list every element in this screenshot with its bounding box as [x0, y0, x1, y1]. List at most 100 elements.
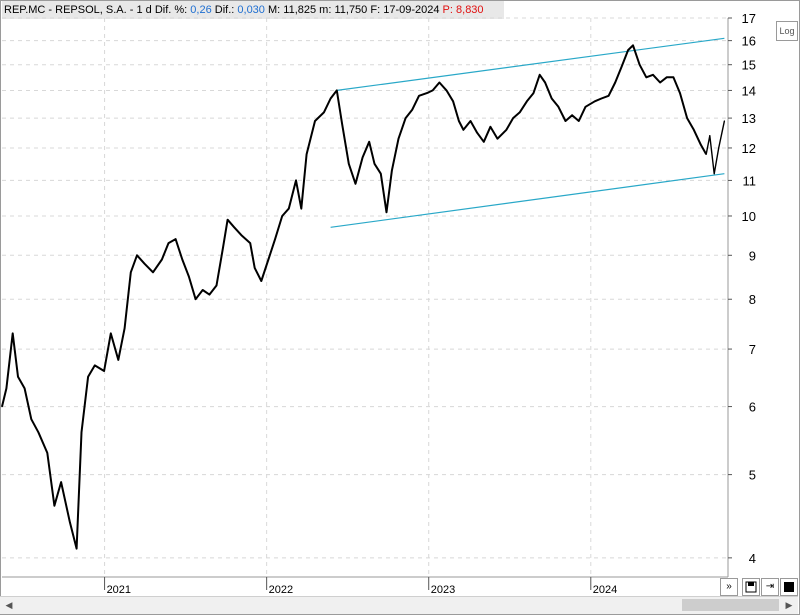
price-point — [462, 129, 464, 131]
price-point — [288, 208, 290, 210]
price-point — [181, 258, 183, 261]
y-tick-label: 13 — [742, 111, 756, 126]
price-point — [306, 153, 308, 155]
price-point — [438, 81, 440, 84]
price-point — [496, 138, 499, 140]
price-point — [584, 106, 587, 108]
price-point — [5, 387, 7, 389]
price-point — [222, 246, 224, 248]
price-label: P: — [442, 4, 453, 16]
price-point — [458, 120, 460, 122]
pin-button[interactable]: ⇥ — [761, 578, 779, 596]
y-tick-label: 12 — [742, 141, 756, 156]
price-point — [512, 117, 514, 119]
y-tick-label: 5 — [749, 468, 756, 483]
y-tick-label: 6 — [749, 400, 756, 415]
color-button[interactable] — [780, 578, 798, 596]
price-point — [323, 111, 325, 113]
y-tick-label: 15 — [742, 58, 756, 73]
zoom-button[interactable]: » — [720, 578, 738, 596]
price-point — [295, 179, 297, 181]
price-point — [354, 183, 357, 185]
price-point — [445, 89, 448, 91]
price-point — [161, 258, 163, 261]
save-button[interactable] — [742, 578, 760, 596]
price-series-line — [1, 44, 708, 550]
price-point — [557, 106, 560, 108]
price-point — [426, 92, 428, 94]
price-point — [233, 226, 235, 228]
price-point — [397, 138, 400, 140]
scroll-left-button[interactable]: ◀ — [5, 600, 13, 610]
x-tick-label: 2021 — [107, 584, 131, 596]
max-value: 11,825 — [283, 4, 317, 16]
dif-pct-value: 0,26 — [190, 4, 212, 16]
channel-lower-line — [330, 173, 725, 228]
price-point — [24, 387, 26, 389]
price-point — [627, 49, 629, 51]
price-point — [175, 238, 177, 240]
timeframe: - 1 d — [126, 4, 152, 16]
price-point — [693, 129, 695, 131]
price-point — [136, 254, 138, 256]
price-point — [53, 505, 56, 507]
price-point — [713, 173, 715, 175]
log-scale-button[interactable]: Log — [776, 21, 798, 41]
price-point — [336, 89, 338, 91]
price-point — [452, 100, 454, 102]
scroll-thumb[interactable] — [682, 599, 779, 611]
price-point — [152, 271, 154, 273]
price-point — [544, 81, 546, 84]
scroll-right-button[interactable]: ▶ — [785, 600, 793, 610]
price-point — [314, 120, 316, 122]
min-label: m: — [319, 4, 332, 16]
price-point — [195, 298, 197, 300]
dif-value: 0,030 — [237, 4, 265, 16]
price-point — [215, 284, 218, 287]
date-value: 17-09-2024 — [383, 4, 440, 16]
price-point — [208, 294, 210, 296]
price-point — [666, 76, 668, 78]
projection-line — [705, 120, 726, 175]
min-value: 11,750 — [334, 4, 368, 16]
price-point — [227, 219, 229, 221]
price-point — [705, 153, 707, 155]
price-point — [110, 332, 112, 334]
price-point — [489, 126, 491, 128]
price-point — [143, 263, 146, 265]
pin-icon: ⇥ — [765, 581, 775, 592]
price-point — [652, 74, 654, 76]
price-point — [267, 258, 269, 261]
price-point — [679, 92, 681, 94]
price-point — [37, 431, 40, 433]
grid-layer — [2, 17, 728, 577]
double-chevron-icon: » — [726, 581, 732, 592]
y-tick-label: 10 — [742, 209, 756, 224]
floppy-disk-icon — [745, 581, 757, 593]
price-point — [60, 481, 62, 483]
horizontal-scrollbar[interactable] — [0, 596, 798, 614]
price-point — [368, 141, 370, 143]
price-point — [69, 521, 71, 523]
price-point — [718, 147, 720, 149]
price-point — [405, 117, 407, 119]
date-label: F: — [370, 4, 381, 16]
price-point — [124, 327, 126, 329]
price-point — [12, 332, 14, 334]
price-point — [614, 81, 616, 84]
y-tick-label: 11 — [743, 173, 757, 188]
price-point — [532, 92, 535, 94]
price-point — [362, 156, 364, 158]
price-point — [46, 452, 48, 454]
channel-layer — [330, 37, 725, 228]
y-tick-label: 9 — [749, 248, 756, 263]
y-tick-label: 17 — [742, 11, 756, 26]
price-point — [526, 100, 528, 102]
price-point — [620, 66, 623, 68]
price-point — [202, 289, 204, 291]
price-point — [348, 163, 350, 165]
price-point — [254, 267, 256, 269]
black-square-icon — [784, 582, 794, 592]
price-point — [723, 120, 726, 122]
